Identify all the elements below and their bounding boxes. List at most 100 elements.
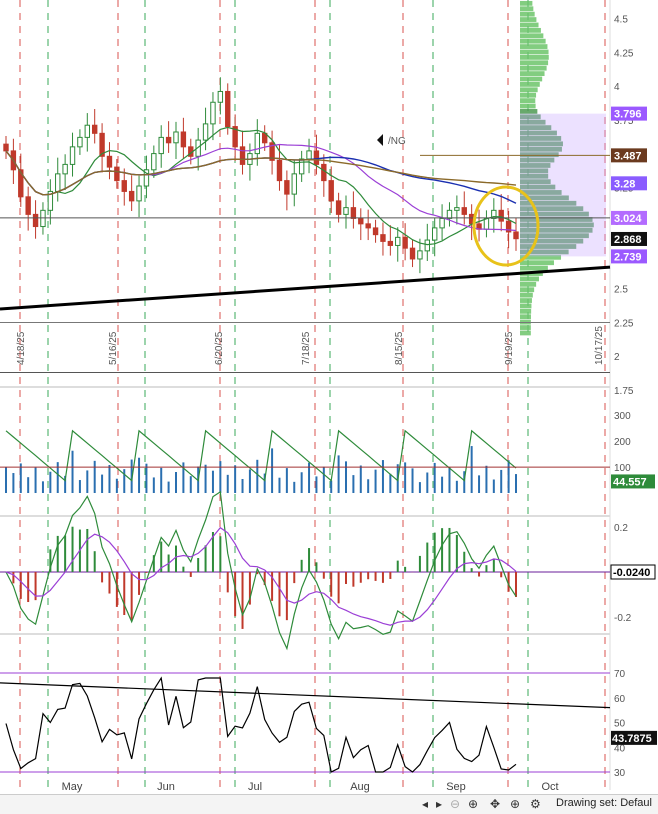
rsi-line <box>5 676 517 773</box>
price-badge <box>611 148 647 163</box>
candle-body <box>180 131 187 148</box>
volume-profile-bar <box>520 330 531 336</box>
candle-body <box>91 124 98 134</box>
volume-profile-bar <box>520 71 545 76</box>
price-tick-label: 2.5 <box>614 285 628 296</box>
drawing-set-label[interactable]: Drawing set: Defaul <box>556 797 652 809</box>
month-label: May <box>62 781 83 793</box>
macd-signal-line <box>5 526 517 626</box>
macd-badge-label: -0.0240 <box>613 567 650 579</box>
volume-profile-bar <box>520 325 531 330</box>
candle-body <box>513 231 519 240</box>
volume-profile-bar <box>520 87 538 93</box>
volume-oi-line <box>5 429 517 482</box>
price-tick-label: 4 <box>614 82 620 93</box>
candle-body <box>99 132 105 157</box>
price-badge <box>611 210 647 225</box>
ma-long-line <box>5 150 517 196</box>
candle-body <box>483 217 490 230</box>
price-badge <box>611 231 647 246</box>
candle-body <box>84 124 91 138</box>
candle-body <box>165 136 172 144</box>
volume-profile-bar <box>520 254 562 260</box>
rsi-tick-label: 60 <box>614 694 626 705</box>
price-tick-label: 2.25 <box>614 318 634 329</box>
pan-icon[interactable]: ✥ <box>490 797 501 811</box>
volume-profile-bar <box>520 233 589 239</box>
price-badge-label: 3.024 <box>614 213 642 225</box>
scroll-right-icon[interactable]: ▸ <box>436 797 443 811</box>
volume-profile-bar <box>520 265 548 271</box>
candle-body <box>284 180 290 195</box>
zoom-out-icon[interactable]: ⊖ <box>450 797 461 811</box>
candle-body <box>254 132 261 155</box>
price-badge <box>611 249 647 264</box>
volume-profile-bar <box>520 173 549 179</box>
candle-body <box>380 234 386 242</box>
scroll-left-icon[interactable]: ◂ <box>422 797 429 811</box>
candle-body <box>431 227 438 241</box>
date-label: 6/20/25 <box>214 331 225 365</box>
candle-body <box>424 239 431 252</box>
volume-tick-label: 100 <box>614 463 631 474</box>
candle-body <box>269 142 275 161</box>
candle-body <box>454 207 460 211</box>
date-label: 7/18/25 <box>301 331 312 365</box>
candle-body <box>173 131 179 144</box>
volume-profile-bar <box>520 130 557 136</box>
candle-body <box>328 180 334 202</box>
volume-profile-bar <box>520 119 546 125</box>
price-tick-label: 4.5 <box>614 15 628 26</box>
month-label: Aug <box>350 781 370 793</box>
volume-profile-bar <box>520 276 539 282</box>
volume-profile-bar <box>520 109 538 114</box>
candle-body <box>62 163 68 175</box>
symbol-label: /NG <box>388 136 406 147</box>
date-label: 9/19/25 <box>504 331 515 365</box>
volume-profile-bar <box>520 292 533 298</box>
price-badge-label: 3.487 <box>614 150 642 162</box>
zoom-in-icon[interactable]: ⊕ <box>468 797 479 811</box>
candle-body <box>25 196 31 215</box>
price-badge-label: 2.868 <box>614 234 642 246</box>
settings-icon[interactable]: ⚙ <box>530 797 541 811</box>
candle-body <box>106 155 113 168</box>
volume-profile-bar <box>520 200 577 206</box>
candle-body <box>343 207 349 215</box>
candle-body <box>225 90 231 128</box>
price-panel <box>0 77 611 373</box>
rsi-badge <box>611 730 657 745</box>
volume-profile-bar <box>520 211 589 217</box>
price-tick-label: 2 <box>614 352 620 363</box>
volume-tick-label: 300 <box>614 411 631 422</box>
candle-body <box>114 166 120 182</box>
volume-profile <box>520 0 606 336</box>
candle-body <box>32 213 39 228</box>
candle-body <box>387 240 394 246</box>
volume-profile-bar <box>520 65 547 71</box>
candle-body <box>306 150 312 160</box>
volume-profile-bar <box>520 168 549 174</box>
volume-profile-bar <box>520 6 534 12</box>
value-area <box>520 113 606 257</box>
candle-body <box>505 220 512 233</box>
candle-body <box>232 126 238 148</box>
volume-profile-bar <box>520 76 543 82</box>
bottom-toolbar: ◂ ▸ ⊖ ⊕ ✥ ⊕ ⚙ Drawing set: Defaul <box>0 794 658 814</box>
candle-body <box>3 143 9 152</box>
candle-body <box>439 217 445 229</box>
candle-body <box>402 236 408 249</box>
volume-badge-label: 44.557 <box>613 476 647 488</box>
rsi-panel <box>0 672 611 773</box>
volume-profile-bar <box>520 179 551 185</box>
candle-body <box>47 190 54 211</box>
crosshair-icon[interactable]: ⊕ <box>510 797 521 811</box>
volume-profile-bar <box>520 227 593 233</box>
volume-profile-bar <box>520 17 537 22</box>
volume-profile-bar <box>520 217 593 222</box>
volume-profile-bar <box>520 54 549 60</box>
volume-profile-bar <box>520 146 562 152</box>
volume-profile-bar <box>520 152 559 158</box>
volume-profile-bar <box>520 22 539 28</box>
volume-profile-bar <box>520 206 584 212</box>
